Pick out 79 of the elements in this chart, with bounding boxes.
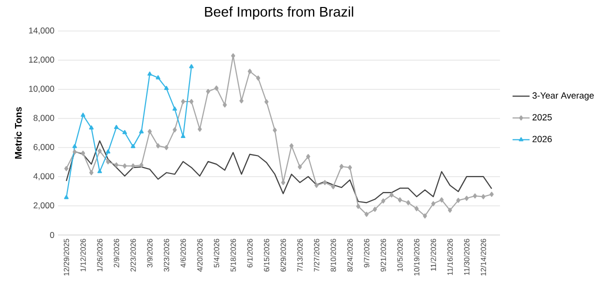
point [456,198,460,203]
y-tick-label: 8,000 [34,114,54,122]
point [106,159,110,164]
point [440,197,444,202]
point [448,208,452,213]
point [464,196,469,201]
point [364,212,369,217]
legend-label: 2025 [532,114,552,120]
point [114,162,118,168]
point [481,194,486,200]
point [390,192,394,198]
point [306,154,310,160]
point [98,148,102,154]
point [214,86,219,91]
point [97,169,102,174]
point [64,195,69,200]
point [189,64,194,68]
point [172,127,177,132]
point [264,99,269,104]
point [298,164,302,170]
point [106,149,110,154]
point [206,88,210,94]
point [181,98,186,104]
point [139,129,144,134]
y-tick-label: 10,000 [29,86,54,93]
legend-label: 2026 [532,136,552,142]
point [431,201,436,206]
point [114,124,119,130]
point [89,125,94,130]
point [180,134,186,138]
point [289,143,294,148]
y-tick-label: 14,000 [29,27,54,35]
point [322,180,327,186]
y-tick-label: 0 [50,232,54,238]
point [372,206,377,212]
point [172,106,178,111]
point [398,197,402,202]
point [131,163,136,168]
point [72,144,77,148]
point [256,76,260,81]
point [189,98,194,104]
point [314,182,319,188]
chart-title: Beef Imports from Brazil [205,6,354,20]
legend-label: 3-Year Average [532,92,594,100]
point [164,145,168,150]
point [147,72,152,76]
point [198,126,202,132]
point [231,53,236,58]
point [80,112,86,117]
y-tick-label: 4,000 [33,173,54,180]
point [414,206,419,212]
point [64,166,68,172]
point [272,128,277,133]
point [89,170,94,176]
point [156,75,160,80]
point [139,162,144,168]
point [122,130,127,134]
point [490,192,494,197]
point [164,86,169,90]
point [339,164,344,170]
point [472,193,478,198]
point [381,198,386,204]
point [248,68,252,74]
y-axis-title: Metric Tons [14,107,22,159]
point [406,200,410,206]
y-tick-label: 12,000 [29,56,54,64]
point [80,150,86,156]
point [422,213,427,218]
y-tick-label: 6,000 [34,144,54,152]
point [356,204,360,209]
point [122,163,127,168]
point [331,184,336,190]
point [130,144,136,148]
point [148,128,152,134]
point [156,143,160,148]
point [72,149,77,154]
point [222,102,227,108]
y-tick-label: 2,000 [34,202,54,210]
point [348,164,352,170]
